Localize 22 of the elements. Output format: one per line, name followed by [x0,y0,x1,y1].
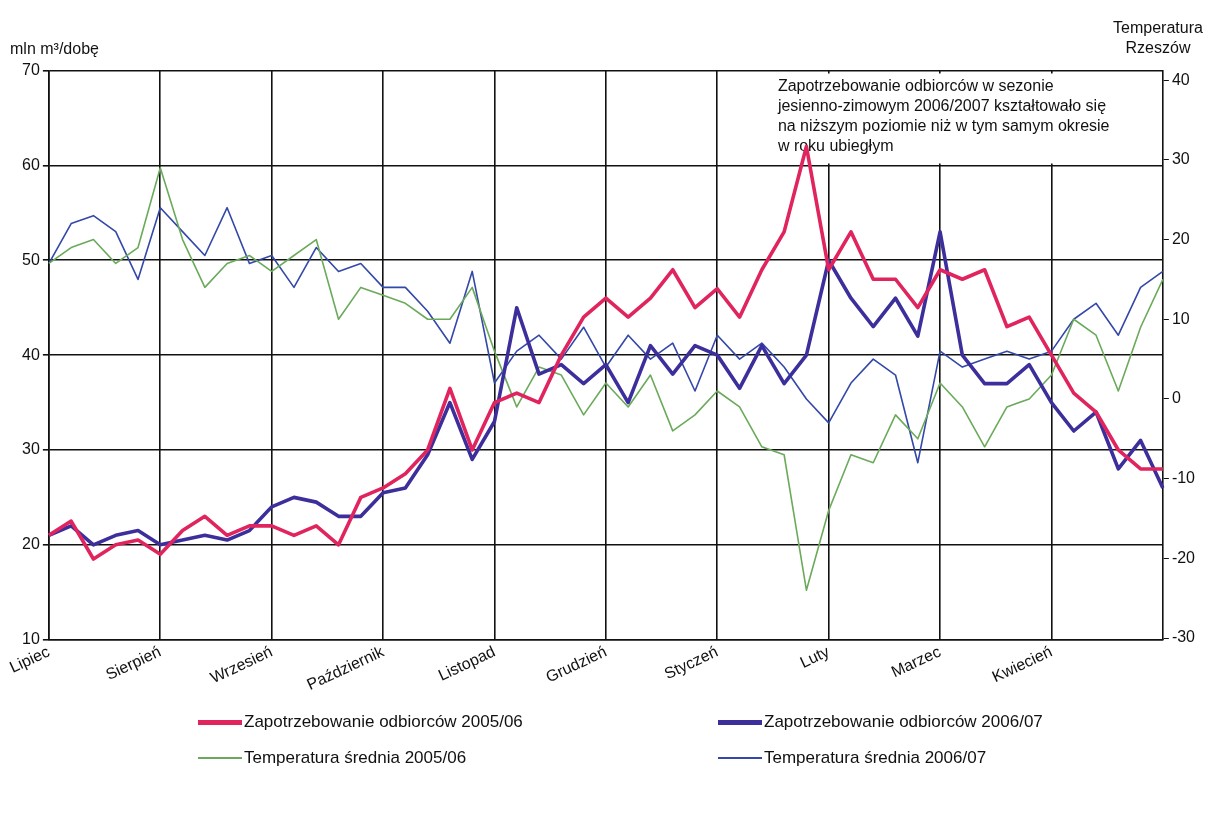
y2-tick-label: -30 [1171,628,1196,646]
y2-tick-label: 10 [1171,309,1190,327]
y2-tick-label: -10 [1171,469,1196,487]
y-tick-label: 10 [22,630,40,648]
legend-label: Zapotrzebowanie odbiorców 2006/07 [764,712,1043,732]
x-tick-label: Luty [797,642,832,671]
y2-tick-label: 40 [1171,70,1190,88]
y-tick-label: 70 [22,61,40,79]
y-tick-label: 40 [22,345,40,363]
y2-tick-label: 30 [1171,150,1190,168]
y2-tick-label: 20 [1171,229,1190,247]
y2-tick-label: -20 [1171,548,1196,566]
y-tick-label: 60 [22,155,40,173]
y-axis-title: mln m³/dobę [9,40,99,58]
y-tick-label: 20 [22,535,40,553]
y-tick-label: 30 [22,440,40,458]
legend-label: Zapotrzebowanie odbiorców 2005/06 [244,712,523,732]
legend-label: Temperatura średnia 2006/07 [764,748,987,768]
y2-axis-title: Temperatura Rzeszów [1112,18,1204,58]
legend-label: Temperatura średnia 2005/06 [244,748,467,768]
y2-tick-label: 0 [1171,389,1181,407]
y-tick-label: 50 [22,250,40,268]
